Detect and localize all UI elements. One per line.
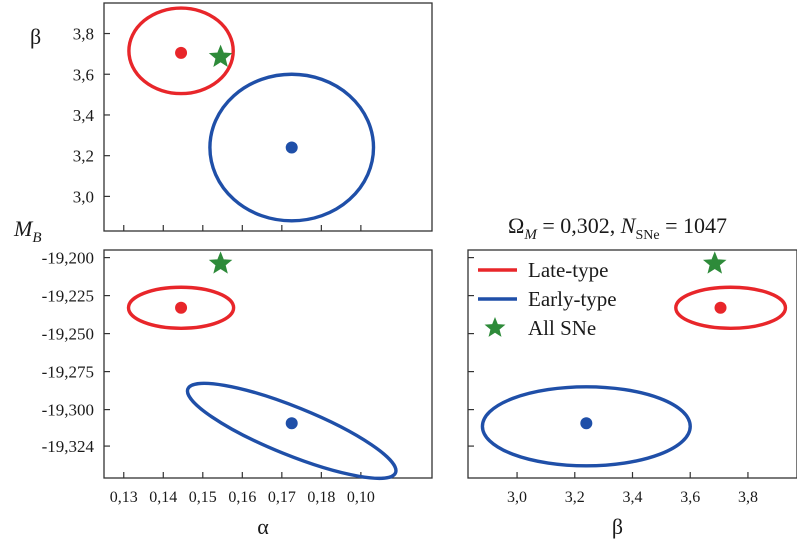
panel-title: ΩM = 0,302, NSNe = 1047 (508, 213, 727, 243)
y-tick-label: 3,8 (73, 25, 94, 44)
star-marker (208, 251, 233, 274)
x-tick-label: 0,14 (149, 489, 177, 506)
ellipse-late (126, 285, 236, 330)
x-tick-label: 3,2 (565, 489, 585, 506)
x-tick-label: 0,10 (347, 489, 375, 506)
y-axis-label: MB (13, 216, 42, 246)
plot-frame (467, 249, 797, 479)
x-tick-label: 0,15 (189, 489, 217, 506)
y-tick-label: 3,2 (73, 147, 94, 166)
plot-frame (103, 249, 433, 479)
title-omega: Ω (508, 213, 524, 238)
legend-early-label: Early-type (528, 287, 617, 311)
title-n: N (620, 213, 637, 238)
x-tick-label: 3,8 (738, 489, 758, 506)
x-tick-label: 0,13 (110, 489, 138, 506)
y-tick-label: -19,225 (42, 287, 94, 306)
title-n-sub: SNe (635, 228, 659, 243)
point-late (175, 301, 188, 314)
ellipse-early (185, 381, 398, 481)
point-early (285, 141, 298, 154)
x-tick-label: 3,0 (507, 489, 527, 506)
y-tick-label: -19,250 (42, 325, 94, 344)
panel-top-left: 3,0 3,2 3,4 3,6 3,8 β (30, 2, 433, 232)
y-tick-label: -19,324 (42, 437, 95, 456)
legend: Late-type Early-type All SNe (478, 258, 617, 340)
x-tick-label: 0,18 (307, 489, 335, 506)
plot-frame (103, 2, 433, 232)
legend-all-label: All SNe (528, 316, 596, 340)
y-tick-label: 3,0 (73, 187, 94, 206)
panel-bottom-right: 3,0 3,2 3,4 3,6 3,8 β (467, 249, 797, 539)
ellipse-early (208, 72, 376, 223)
x-axis-label: α (257, 514, 269, 539)
y-axis-label: β (30, 24, 41, 49)
point-late (714, 301, 727, 314)
point-early (580, 417, 593, 430)
x-tick-label: 3,4 (623, 489, 643, 506)
ellipse-late (674, 285, 788, 330)
star-marker (208, 44, 233, 67)
legend-late-label: Late-type (528, 258, 608, 282)
panel-bottom-left: 0,13 0,14 0,15 0,16 0,17 0,18 0,10 -19,200 -19,2… (13, 216, 433, 539)
legend-star-icon (484, 317, 506, 337)
title-omega-value: = 0,302, (537, 213, 621, 238)
title-n-value: = 1047 (660, 213, 727, 238)
x-axis-label: β (612, 514, 623, 539)
ellipse-early (480, 385, 692, 468)
star-marker (702, 251, 727, 274)
x-tick-label: 0,16 (228, 489, 256, 506)
y-tick-label: 3,4 (73, 106, 95, 125)
title-omega-sub: M (523, 227, 538, 243)
y-tick-label: -19,275 (42, 363, 94, 382)
point-late (175, 46, 188, 59)
point-early (285, 417, 298, 430)
y-tick-label: -19,300 (42, 401, 94, 420)
x-tick-label: 0,17 (268, 489, 296, 506)
ellipse-late (127, 6, 235, 96)
y-tick-label: 3,6 (73, 65, 94, 84)
y-tick-label: -19,200 (42, 249, 94, 268)
x-tick-label: 3,6 (680, 489, 700, 506)
